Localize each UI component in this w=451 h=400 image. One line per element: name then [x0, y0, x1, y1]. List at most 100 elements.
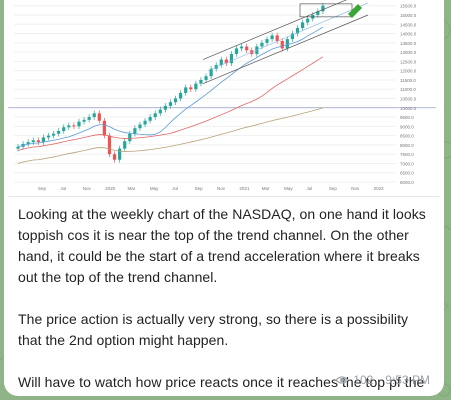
y-tick-label: 6500.0: [400, 171, 414, 176]
y-tick-label: 10500.0: [400, 96, 417, 101]
y-tick-label: 12500.0: [400, 59, 417, 64]
candle-body: [163, 105, 167, 110]
x-tick-label: Sep: [329, 186, 338, 191]
candle-body: [321, 5, 325, 12]
candle-body: [224, 59, 228, 64]
candle-body: [41, 137, 46, 143]
candle-body: [133, 128, 137, 134]
candle-body: [87, 117, 91, 120]
candle-body: [285, 39, 289, 49]
x-tick-label: Jul: [60, 186, 66, 191]
candle-body: [168, 102, 173, 106]
candle-body: [57, 130, 61, 134]
candle-body: [179, 92, 183, 99]
candle-body: [26, 142, 30, 144]
candle-body: [97, 113, 101, 121]
message-text: Looking at the weekly chart of the NASDA…: [18, 204, 433, 396]
candle-body: [275, 35, 279, 41]
message-paragraph-3: Will have to watch how price reacts once…: [18, 374, 425, 396]
y-tick-label: 8500.0: [400, 134, 414, 139]
candle-body: [138, 124, 142, 129]
candle-body: [92, 113, 96, 118]
candle-body: [290, 33, 295, 40]
candle-body: [234, 48, 239, 54]
x-tick-label: Nov: [351, 186, 360, 191]
trend-channel-mid: [207, 2, 369, 71]
candle-body: [77, 121, 81, 127]
candle-body: [316, 11, 320, 15]
candle-body: [240, 46, 244, 49]
candle-body: [260, 42, 264, 47]
view-count: 102: [353, 373, 374, 387]
y-tick-label: 8000.0: [400, 143, 414, 148]
moving-average-slow: [17, 107, 324, 164]
x-tick-label: Sep: [38, 186, 47, 191]
x-tick-label: Jul: [307, 186, 313, 191]
candle-body: [118, 148, 122, 160]
y-tick-label: 11000.0: [400, 87, 416, 92]
y-tick-label: 14500.0: [400, 22, 417, 27]
y-tick-label: 12000.0: [400, 69, 417, 74]
candle-body: [123, 141, 127, 149]
candle-body: [306, 18, 310, 23]
message-paragraph-1: Looking at the weekly chart of the NASDA…: [18, 206, 430, 285]
candle-body: [245, 46, 249, 51]
message-time: 9:53 PM: [385, 373, 430, 387]
message-bubble: 15500.0 15000.0 14500.0 14000.0 13500.0 13000…: [4, 0, 444, 396]
x-tick-label: 2022: [374, 186, 385, 191]
candle-body: [199, 79, 203, 84]
y-tick-label: 7000.0: [400, 161, 414, 166]
x-tick-label: 2021: [239, 186, 250, 191]
candle-body: [300, 22, 305, 28]
x-tick-label: May: [284, 186, 293, 191]
y-tick-label: 7500.0: [400, 152, 414, 157]
y-tick-label: 6000.0: [400, 180, 414, 185]
candle-body: [112, 154, 117, 160]
candle-body: [194, 83, 198, 90]
candle-body: [184, 87, 188, 93]
candle-body: [148, 117, 152, 121]
y-tick-label: 11500.0: [400, 78, 416, 83]
y-tick-label: 9000.0: [400, 124, 414, 129]
candle-body: [82, 119, 86, 122]
candle-body: [31, 140, 35, 143]
x-tick-label: 2020: [105, 186, 116, 191]
x-tick-label: Sep: [195, 186, 204, 191]
y-tick-label: 14000.0: [400, 32, 417, 37]
candle-body: [46, 135, 51, 138]
candle-body: [173, 98, 178, 103]
x-tick-label: Mar: [262, 186, 270, 191]
message-paragraph-2: The price action is actually very strong…: [18, 311, 413, 348]
candle-body: [204, 76, 208, 80]
candle-body: [295, 27, 300, 34]
candle-body: [219, 59, 223, 66]
candle-body: [209, 68, 213, 77]
candle-body: [158, 109, 162, 114]
x-tick-label: Jul: [172, 186, 178, 191]
x-tick-label: Nov: [217, 186, 226, 191]
candle-body: [36, 140, 40, 143]
message-meta: 102 9:53 PM: [335, 373, 430, 387]
candle-body: [128, 133, 132, 142]
projection-arrow: [348, 4, 362, 18]
x-tick-label: May: [150, 186, 159, 191]
y-tick-label: 10000.0: [400, 106, 417, 111]
y-tick-label: 13000.0: [400, 50, 417, 55]
y-tick-label: 15500.0: [400, 4, 417, 9]
candle-body: [62, 127, 66, 131]
x-tick-label: Mar: [128, 186, 136, 191]
candle-body: [153, 113, 157, 118]
candle-body: [280, 40, 284, 49]
candle-body: [72, 125, 76, 127]
x-tick-label: Nov: [83, 186, 92, 191]
candle-body: [189, 87, 193, 90]
candle-body: [229, 53, 234, 64]
candle-body: [270, 35, 274, 40]
candle-body: [143, 120, 147, 125]
moving-average-fast: [17, 26, 324, 148]
nasdaq-weekly-chart[interactable]: 15500.0 15000.0 14500.0 14000.0 13500.0 13000…: [8, 0, 440, 197]
y-tick-label: 13500.0: [400, 41, 417, 46]
moving-average-medium: [17, 56, 324, 151]
trend-channel-lower: [202, 14, 369, 84]
y-tick-label: 15000.0: [400, 13, 417, 18]
